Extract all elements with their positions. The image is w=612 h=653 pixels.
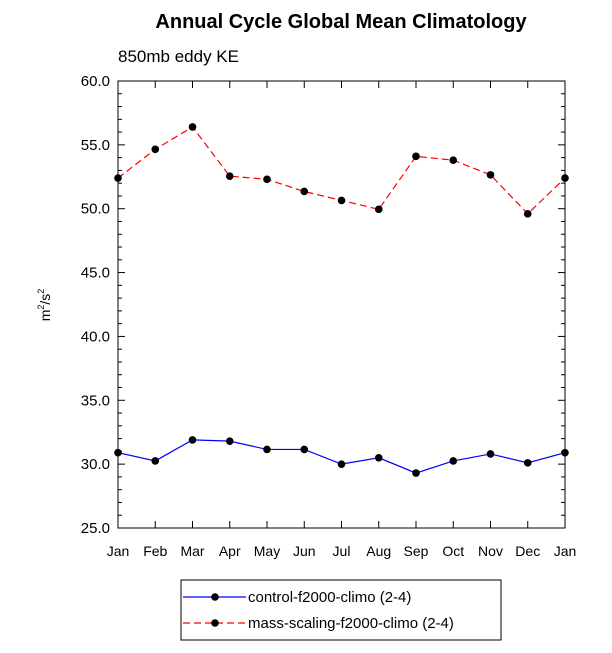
x-tick-label: Dec xyxy=(515,543,540,559)
y-tick-label: 40.0 xyxy=(81,328,110,345)
data-point xyxy=(263,445,271,454)
x-tick-label: May xyxy=(254,543,280,559)
legend: control-f2000-climo (2-4) mass-scaling-f2… xyxy=(180,579,502,641)
y-tick-label: 30.0 xyxy=(81,456,110,473)
legend-label: control-f2000-climo (2-4) xyxy=(248,589,411,606)
y-axis-label: m2/s2 xyxy=(36,289,53,322)
y-tick-label: 50.0 xyxy=(81,201,110,218)
series-line xyxy=(117,439,566,474)
x-tick-label: Apr xyxy=(219,543,241,559)
chart-subtitle: 850mb eddy KE xyxy=(118,47,239,66)
x-tick-label: Nov xyxy=(478,543,503,559)
y-axis-label-exponent-1: 2 xyxy=(36,305,46,310)
data-point xyxy=(374,453,383,462)
data-point xyxy=(412,152,420,161)
data-point xyxy=(300,445,309,454)
legend-marker xyxy=(211,593,219,601)
chart-title: Annual Cycle Global Mean Climatology xyxy=(155,11,527,33)
data-point xyxy=(151,145,160,154)
data-point xyxy=(449,457,458,465)
legend-box xyxy=(180,579,502,641)
legend-entry: mass-scaling-f2000-climo (2-4) xyxy=(183,615,454,632)
data-point xyxy=(486,171,495,179)
x-tick-label: Jan xyxy=(107,543,130,559)
data-point xyxy=(523,210,532,218)
data-point xyxy=(337,460,346,468)
x-tick-label: Feb xyxy=(143,543,167,559)
x-tick-label: Mar xyxy=(180,543,204,559)
x-tick-label: Jan xyxy=(554,543,577,559)
series-2 xyxy=(114,123,569,218)
x-tick-label: Jul xyxy=(333,543,351,559)
x-tick-label: Jun xyxy=(293,543,316,559)
x-tick-label: Aug xyxy=(366,543,391,559)
data-point xyxy=(412,469,420,477)
legend-label: mass-scaling-f2000-climo (2-4) xyxy=(248,615,454,632)
legend-marker xyxy=(211,619,219,627)
data-point xyxy=(523,459,532,467)
x-tick-labels: Jan Feb Mar Apr May Jun Jul Aug Sep Oct Nov Dec Jan xyxy=(107,543,577,559)
data-point xyxy=(188,123,197,131)
y-axis-label-exponent-2: 2 xyxy=(36,289,46,294)
data-point xyxy=(337,196,346,205)
y-axis-label-base: m xyxy=(37,310,53,322)
series-1 xyxy=(114,436,569,477)
data-point xyxy=(486,450,495,458)
data-point xyxy=(300,187,309,196)
x-tick-label: Sep xyxy=(404,543,429,559)
data-point xyxy=(263,175,271,184)
x-tick-label: Oct xyxy=(442,543,464,559)
legend-entry: control-f2000-climo (2-4) xyxy=(183,589,411,606)
data-point xyxy=(225,437,234,445)
data-series xyxy=(114,123,569,477)
y-axis-label-middle: /s xyxy=(37,294,53,305)
data-point xyxy=(151,457,160,465)
y-tick-labels: 25.0 30.0 35.0 40.0 45.0 50.0 55.0 60.0 xyxy=(81,73,110,537)
plot-frame xyxy=(117,80,566,529)
y-tick-label: 55.0 xyxy=(81,137,110,154)
svg-text:m2/s2: m2/s2 xyxy=(36,289,53,322)
axis-ticks xyxy=(117,80,566,529)
data-point xyxy=(225,172,234,180)
y-tick-label: 60.0 xyxy=(81,73,110,90)
data-point xyxy=(449,156,458,164)
y-tick-label: 25.0 xyxy=(81,520,110,537)
y-tick-label: 35.0 xyxy=(81,392,110,409)
y-tick-label: 45.0 xyxy=(81,265,110,282)
data-point xyxy=(188,436,197,444)
data-point xyxy=(374,205,383,214)
